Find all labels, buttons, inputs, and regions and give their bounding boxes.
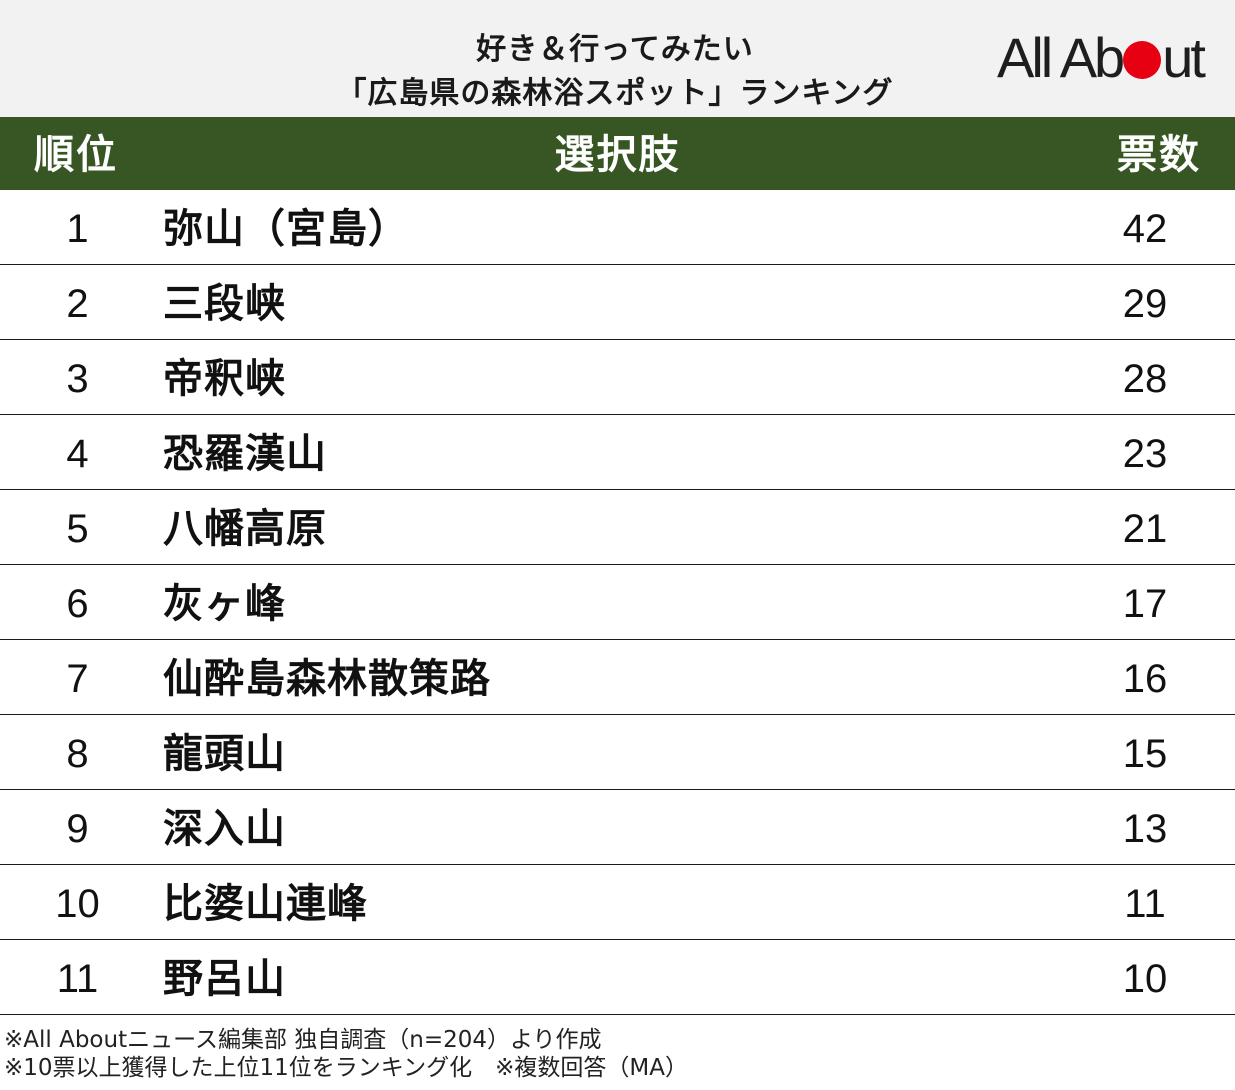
votes-cell: 13 [1122, 807, 1168, 851]
rank-cell: 11 [56, 957, 99, 1001]
logo-text-right: ut [1162, 26, 1206, 89]
choice-cell: 帝釈峡 [163, 356, 286, 402]
header: 好き＆行ってみたい 「広島県の森林浴スポット」ランキング All Ab ut [0, 0, 1235, 117]
choice-cell: 深入山 [163, 806, 286, 852]
votes-cell: 17 [1122, 582, 1168, 626]
votes-cell: 23 [1122, 432, 1168, 476]
choice-cell: 野呂山 [163, 956, 286, 1002]
ranking-table: 1 弥山（宮島） 42 2 三段峡 29 3 帝釈峡 28 4 恐羅漢山 2 3 … [0, 190, 1235, 1015]
title-line-2: 「広島県の森林浴スポット」ランキング [336, 76, 894, 111]
votes-cell: 21 [1122, 507, 1168, 551]
footnote-method: ※10票以上獲得した上位11位をランキング化 ※複数回答（MA） [4, 1055, 688, 1081]
rank-cell: 4 [66, 432, 89, 476]
table-row: 10 比婆山連峰 11 [0, 865, 1235, 940]
table-row: 4 恐羅漢山 23 [0, 415, 1235, 490]
votes-cell: 29 [1122, 282, 1168, 326]
logo-red-dot-icon [1123, 41, 1162, 79]
column-header-votes: 票数 [1117, 132, 1201, 178]
table-row: 3 帝釈峡 28 [0, 340, 1235, 415]
choice-cell: 仙酔島森林散策路 [163, 656, 491, 702]
choice-cell: 三段峡 [163, 281, 286, 327]
table-row: 6 灰ヶ峰 17 [0, 565, 1235, 640]
table-row: 2 三段峡 29 [0, 265, 1235, 340]
column-header-rank: 順位 [34, 132, 118, 178]
table-row: 7 仙酔島森林散策路 16 [0, 640, 1235, 715]
choice-cell: 比婆山連峰 [163, 881, 368, 927]
table-row: 8 龍頭山 15 [0, 715, 1235, 790]
table-row: 5 八幡高原 21 [0, 490, 1235, 565]
rank-cell: 10 [55, 882, 100, 926]
rank-cell: 9 [66, 807, 89, 851]
rank-cell: 2 [66, 282, 89, 326]
title-line-1: 好き＆行ってみたい [476, 32, 754, 67]
rank-cell: 5 [66, 507, 89, 551]
votes-cell: 28 [1122, 357, 1168, 401]
votes-cell: 16 [1122, 657, 1168, 701]
column-header-choice: 選択肢 [554, 132, 681, 178]
choice-cell: 八幡高原 [163, 506, 327, 552]
rank-cell: 1 [66, 207, 89, 251]
table-row: 11 野呂山 10 [0, 940, 1235, 1015]
table-row: 1 弥山（宮島） 42 [0, 190, 1235, 265]
footnote-source: ※All Aboutニュース編集部 独自調査（n=204）より作成 [4, 1027, 602, 1053]
choice-cell: 弥山（宮島） [163, 206, 409, 252]
logo-text-left: All Ab [997, 26, 1125, 89]
rank-cell: 8 [66, 732, 89, 776]
rank-cell: 3 [66, 357, 89, 401]
footnotes: ※All Aboutニュース編集部 独自調査（n=204）より作成 ※10票以上… [4, 1026, 688, 1082]
votes-cell: 42 [1122, 207, 1168, 251]
table-row: 9 深入山 13 [0, 790, 1235, 865]
choice-cell: 龍頭山 [163, 731, 286, 777]
table-header: 選択肢 順位 票数 [0, 117, 1235, 190]
choice-cell: 恐羅漢山 [163, 431, 327, 477]
votes-cell: 10 [1122, 957, 1168, 1001]
rank-cell: 6 [66, 582, 89, 626]
choice-cell: 灰ヶ峰 [163, 581, 286, 627]
rank-cell: 7 [66, 657, 89, 701]
allabout-logo: All Ab ut [997, 26, 1206, 89]
votes-cell: 15 [1122, 732, 1168, 776]
votes-cell: 11 [1124, 882, 1166, 926]
